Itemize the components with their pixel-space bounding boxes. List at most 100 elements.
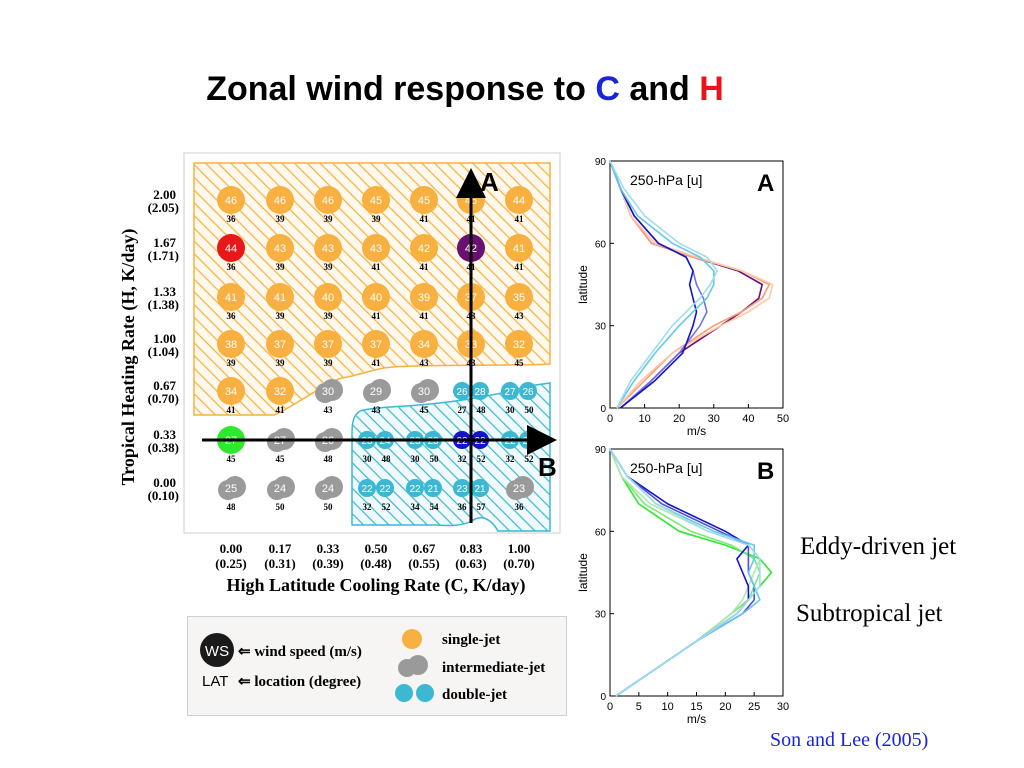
wind-speed-value: 43 [370,243,382,255]
x-axis-label: m/s [687,424,706,435]
latitude-value: 41 [420,311,430,321]
title-c: C [595,70,620,108]
latitude-value: 57 [477,502,487,512]
x-axis-title: High Latitude Cooling Rate (C, K/day) [226,575,525,596]
regime-cell: 30 45 [411,379,439,415]
latitude-value: 41 [515,262,525,272]
cell-circle [505,234,533,262]
x-tick-label: 20 [719,701,731,713]
regime-cell: 43 39 [314,234,342,272]
latitude-value: 36 [227,262,237,272]
wind-speed-value: 43 [274,243,286,255]
regime-cell: 24 50 [315,476,343,512]
latitude-value: 52 [382,502,392,512]
y-tick-label: 60 [595,527,607,538]
legend-graphic: WS ⇐ wind speed (m/s) LAT ⇐ location (de… [200,629,545,703]
latitude-value: 41 [420,214,430,224]
y-tick-label: 1.67 [153,235,176,250]
y-tick-label: 30 [595,322,607,333]
latitude-value: 45 [276,454,286,464]
regime-cell: 46 36 [217,186,245,224]
y-tick-label: 0 [600,692,606,703]
x-tick-label: 10 [638,413,650,425]
double-jet-swatch-b [416,684,434,702]
wind-speed-value: 37 [370,339,382,351]
cell-circle [362,283,390,311]
wind-speed-value: 46 [225,195,237,207]
lat-text: ⇐ location (degree) [238,674,361,690]
wind-speed-value: 37 [274,339,286,351]
wind-speed-value: 34 [418,339,430,351]
wind-speed-value: 41 [225,292,237,304]
x-axis-label: m/s [687,712,706,723]
latitude-value: 39 [276,311,286,321]
wind-speed-value: 26 [522,387,534,398]
y-tick-label: 2.00 [153,187,176,202]
wind-profile-line [609,448,761,697]
cell-circle [362,330,390,358]
latitude-value: 43 [324,405,334,415]
double-jet-swatch-a [395,684,413,702]
cell-circle [376,479,394,497]
regime-cell: 26 28 27 48 [453,382,489,415]
wind-speed-value: 32 [274,386,286,398]
latitude-value: 30 [506,405,516,415]
latitude-value: 30 [363,454,373,464]
x-tick-paren: (0.25) [215,556,246,571]
wind-speed-value: 46 [322,195,334,207]
cell-circle [505,186,533,214]
regime-cell: 37 41 [362,330,390,368]
cell-circle [217,234,245,262]
lat-symbol: LAT [202,673,228,690]
latitude-value: 36 [227,214,237,224]
plot-frame [609,448,784,697]
latitude-value: 45 [420,405,430,415]
wind-speed-value: 43 [322,243,334,255]
x-tick-label: 0.33 [317,541,340,556]
x-tick-paren: (0.48) [360,556,391,571]
latitude-value: 48 [227,502,237,512]
latitude-value: 41 [420,262,430,272]
y-tick-paren: (1.71) [148,248,179,263]
x-tick-label: 0.50 [365,541,388,556]
intermediate-jet-label: intermediate-jet [442,660,545,676]
x-tick-paren: (0.55) [408,556,439,571]
latitude-value: 43 [420,358,430,368]
y-tick-paren: (1.38) [148,297,179,312]
wind-profile-line [609,160,715,409]
cell-circle [217,186,245,214]
regime-cell: 46 39 [314,186,342,224]
regime-cell: 39 41 [410,283,438,321]
latitude-value: 39 [324,262,334,272]
cell-circle [406,479,424,497]
regime-cell: 43 41 [362,234,390,272]
wind-speed-value: 38 [225,339,237,351]
cell-circle [410,234,438,262]
y-tick-label: 0.33 [153,427,176,442]
cell-circle [410,330,438,358]
latitude-value: 30 [411,454,421,464]
arrow-a-label: A [480,167,499,197]
wind-speed-value: 45 [418,195,430,207]
latitude-value: 43 [515,311,525,321]
cell-circle [321,476,343,498]
cell-circle [453,382,471,400]
regime-cell: 30 43 [315,379,343,415]
cell-circle [314,330,342,358]
eddy-driven-jet-label: Eddy-driven jet [800,533,957,560]
latitude-value: 50 [276,502,286,512]
title-prefix: Zonal wind response to [206,70,596,108]
ws-text: ⇐ wind speed (m/s) [238,644,362,660]
wind-speed-value: 28 [474,387,486,398]
y-tick-label: 0 [600,404,606,415]
double-jet-region [351,382,551,532]
latitude-value: 48 [324,454,334,464]
cell-circle [362,186,390,214]
regime-cell: 41 36 [217,283,245,321]
cell-circle [501,382,519,400]
x-tick-label: 50 [777,413,789,425]
latitude-value: 39 [276,358,286,368]
y-tick-label: 0.00 [153,475,176,490]
x-tick-label: 0.17 [269,541,292,556]
cell-circle [266,330,294,358]
